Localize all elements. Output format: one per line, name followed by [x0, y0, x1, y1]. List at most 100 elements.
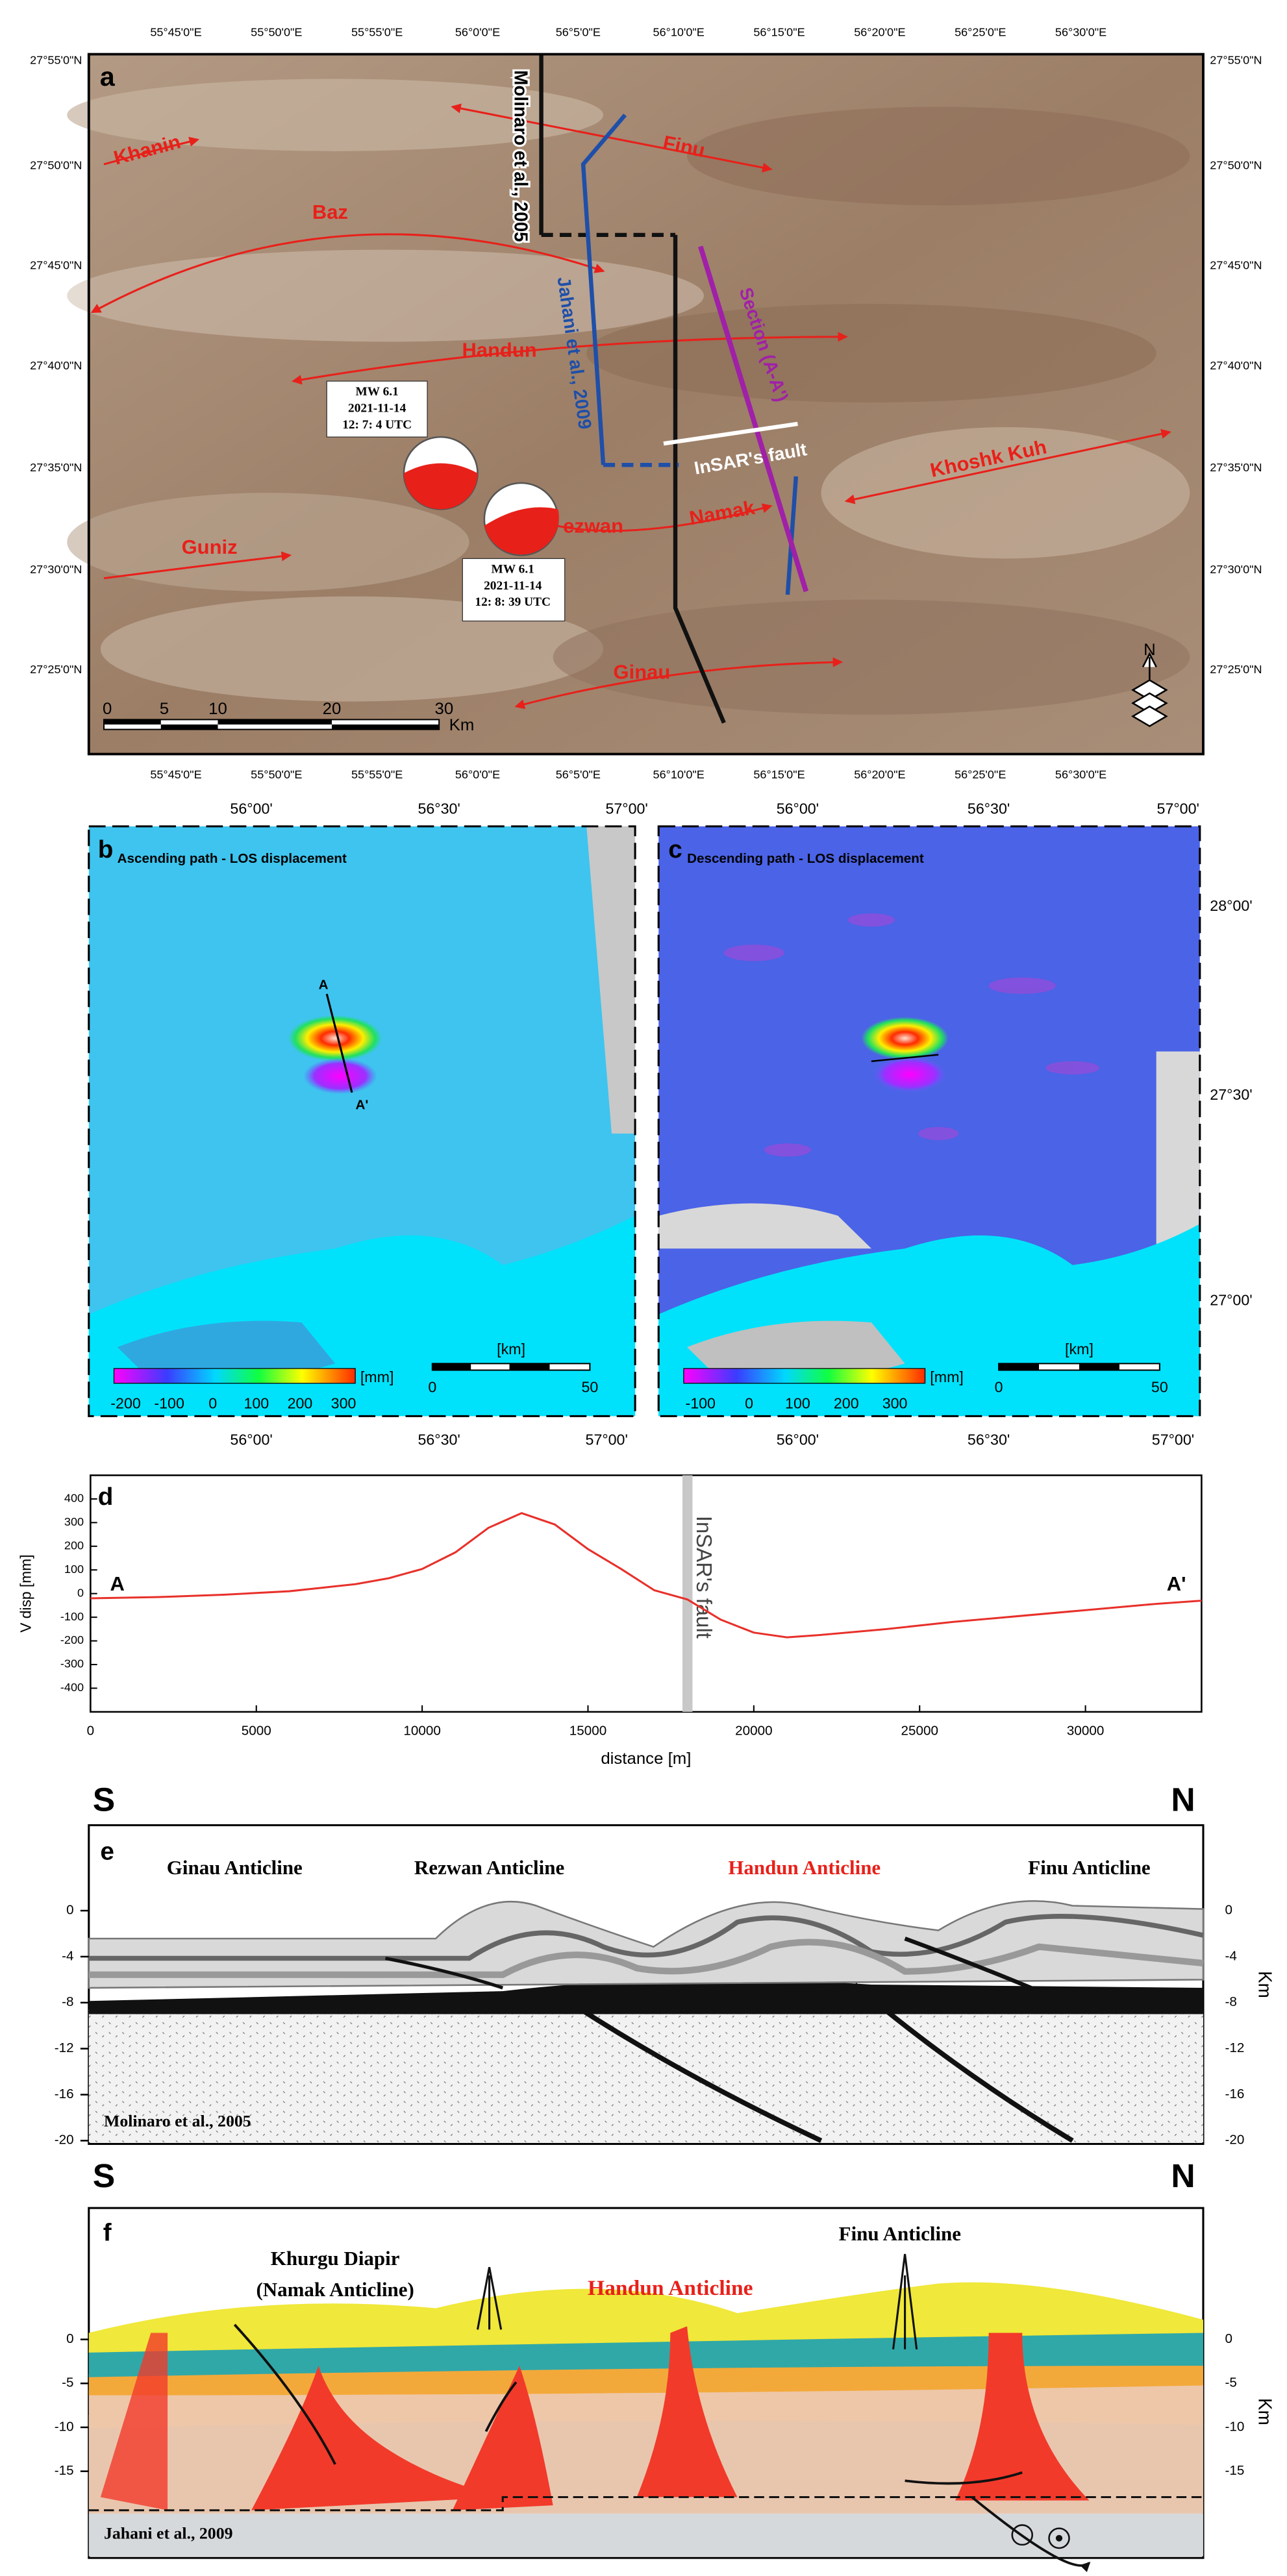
lat-label: 27°55'0"N: [1210, 53, 1262, 66]
map-a: [67, 53, 1205, 756]
scale-tick: 50: [581, 1379, 598, 1396]
lon-label: 55°45'0"E: [150, 768, 201, 781]
panel-label: b: [98, 836, 114, 863]
colorbar-tick: 0: [208, 1395, 217, 1412]
panel-title: Ascending path - LOS displacement: [118, 851, 347, 866]
colorbar-tick: -100: [685, 1395, 715, 1412]
x-tick-label: 25000: [901, 1724, 938, 1739]
fault-label: Molinaro et al., 2005: [510, 70, 531, 242]
lon-label: 56°00': [230, 1431, 272, 1448]
lat-label: 27°25'0"N: [1210, 663, 1262, 676]
profile-label: A: [319, 978, 329, 993]
depth-tick-label: -10: [55, 2420, 74, 2434]
place-name: Baz: [312, 201, 348, 223]
lat-label: 27°30'0"N: [30, 563, 82, 576]
beach-ball: [403, 436, 479, 510]
y-tick-label: 0: [77, 1587, 84, 1600]
lon-label: 56°30': [968, 800, 1010, 817]
scale-tick: 20: [323, 700, 342, 718]
lat-label: 27°35'0"N: [30, 461, 82, 474]
scale-unit: Km: [449, 716, 475, 734]
y-tick-label: 100: [64, 1563, 84, 1576]
lon-label: 55°50'0"E: [251, 25, 302, 38]
anticline-label: Finu Anticline: [1028, 1857, 1150, 1879]
y-tick-label: -400: [60, 1681, 84, 1694]
y-tick-label: -200: [60, 1633, 84, 1646]
structure-label: Finu Anticline: [839, 2223, 961, 2245]
lat-label: 27°40'0"N: [1210, 359, 1262, 372]
depth-tick-label: -16: [1225, 2087, 1245, 2101]
event-date: 2021-11-14: [348, 402, 406, 415]
x-tick-label: 0: [87, 1724, 94, 1739]
x-tick-label: 5000: [242, 1724, 271, 1739]
anticline-label: Handun Anticline: [728, 1857, 881, 1879]
colorbar-tick: 100: [785, 1395, 810, 1412]
depth-unit: Km: [1255, 1971, 1275, 1998]
lat-label: 27°00': [1210, 1291, 1252, 1308]
scale-tick: 0: [995, 1379, 1003, 1396]
lon-label: 56°0'0"E: [455, 25, 500, 38]
depth-tick-label: -12: [55, 2040, 74, 2055]
event-time: 12: 8: 39 UTC: [475, 595, 551, 609]
depth-tick-label: -15: [55, 2463, 74, 2478]
lon-label: 56°20'0"E: [854, 25, 905, 38]
lon-label: 56°25'0"E: [955, 25, 1006, 38]
depth-tick-label: 0: [66, 2331, 73, 2346]
depth-tick-label: -5: [1225, 2375, 1237, 2390]
structure-label: Handun Anticline: [588, 2277, 753, 2301]
lon-label: 56°30': [968, 1431, 1010, 1448]
panel-title: Descending path - LOS displacement: [687, 851, 924, 866]
depth-unit: Km: [1255, 2398, 1275, 2425]
fault-band: [682, 1475, 693, 1712]
colorbar-tick: 0: [745, 1395, 753, 1412]
colorbar-unit: [mm]: [930, 1368, 964, 1385]
panel-label: f: [103, 2219, 112, 2247]
lon-label: 56°20'0"E: [854, 768, 905, 781]
colorbar-tick: -200: [110, 1395, 140, 1412]
annotation: A': [1167, 1573, 1186, 1595]
depth-tick-label: -4: [62, 1948, 73, 1963]
lon-label: 56°30': [418, 800, 460, 817]
depth-tick-label: -15: [1225, 2463, 1245, 2478]
lon-label: 55°50'0"E: [251, 768, 302, 781]
lat-label: 27°25'0"N: [30, 663, 82, 676]
lon-label: 56°30': [418, 1431, 460, 1448]
direction-label: S: [93, 2157, 115, 2194]
lon-label: 56°10'0"E: [653, 768, 705, 781]
lat-label: 27°30'0"N: [1210, 563, 1262, 576]
lat-label: 27°35'0"N: [1210, 461, 1262, 474]
lon-label: 55°55'0"E: [351, 768, 403, 781]
x-tick-label: 15000: [569, 1724, 606, 1739]
chart-frame: [90, 1474, 1203, 1713]
colorbar-tick: 300: [331, 1395, 356, 1412]
x-tick-label: 30000: [1067, 1724, 1104, 1739]
x-tick-label: 20000: [735, 1724, 772, 1739]
data-line: [90, 1512, 1202, 1639]
anticline-label: Rezwan Anticline: [414, 1857, 564, 1879]
scale-tick: 5: [160, 700, 169, 718]
y-tick-label: 200: [64, 1539, 84, 1552]
event-magnitude: MW 6.1: [356, 385, 399, 399]
lon-label: 56°25'0"E: [955, 768, 1006, 781]
lon-label: 56°00': [777, 1431, 819, 1448]
depth-tick-label: 0: [1225, 2331, 1232, 2346]
lon-label: 55°55'0"E: [351, 25, 403, 38]
scale-tick: 0: [428, 1379, 436, 1396]
depth-tick-label: -8: [1225, 1994, 1237, 2009]
lon-label: 56°15'0"E: [753, 25, 805, 38]
anticline-label: Ginau Anticline: [167, 1857, 303, 1879]
depth-tick-label: -12: [1225, 2040, 1245, 2055]
depth-tick-label: -20: [55, 2133, 74, 2148]
lon-label: 56°00': [230, 800, 272, 817]
section-f: [88, 2207, 1205, 2566]
place-name: Guniz: [182, 537, 238, 559]
depth-tick-label: -8: [62, 1994, 73, 2009]
north-arrow: [1131, 652, 1168, 728]
source-label: Molinaro et al., 2005: [104, 2112, 251, 2131]
x-tick-label: 10000: [403, 1724, 440, 1739]
scale-unit: [km]: [497, 1341, 525, 1357]
lat-label: 27°40'0"N: [30, 359, 82, 372]
annotation: A: [110, 1573, 124, 1595]
